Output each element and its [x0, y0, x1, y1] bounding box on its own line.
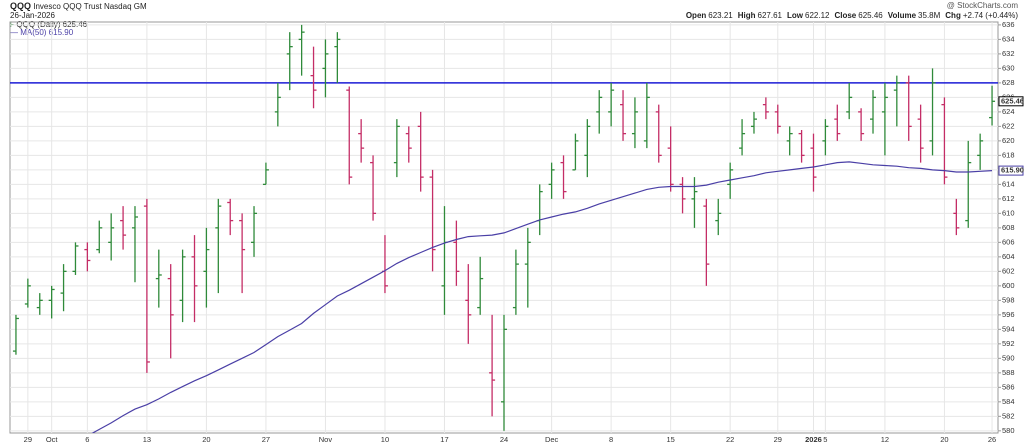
- x-tick-label: Nov: [319, 435, 333, 444]
- y-tick-label: 630: [1002, 63, 1015, 72]
- y-tick-label: 604: [1002, 252, 1015, 261]
- y-tick-label: 588: [1002, 368, 1015, 377]
- stat: Chg +2.74 (+0.44%): [945, 11, 1018, 20]
- y-tick-label: 586: [1002, 382, 1015, 391]
- stat-value: 35.8M: [918, 11, 941, 20]
- y-tick-label: 606: [1002, 237, 1015, 246]
- y-tick-label: 634: [1002, 34, 1015, 43]
- price-tag-box: [998, 96, 1024, 107]
- x-tick-label: 20: [202, 435, 210, 444]
- price-tag-box: [998, 165, 1024, 176]
- y-tick-label: 592: [1002, 339, 1015, 348]
- y-tick-label: 610: [1002, 208, 1015, 217]
- stat: Close 625.46: [834, 11, 882, 20]
- symbol: QQQ: [10, 1, 32, 11]
- stat-value: 627.61: [757, 11, 782, 20]
- x-tick-label: 22: [726, 435, 734, 444]
- stat: Low 622.12: [787, 11, 829, 20]
- stats: Open 623.21 High 627.61 Low 622.12 Close 625.46…: [681, 11, 1018, 20]
- x-tick-label: Dec: [545, 435, 559, 444]
- x-tick-label: 17: [440, 435, 448, 444]
- y-tick-label: 628: [1002, 78, 1015, 87]
- x-tick-label: 12: [881, 435, 889, 444]
- stat-label: High: [737, 11, 756, 20]
- x-tick-label: 13: [143, 435, 151, 444]
- x-tick-label: Oct: [46, 435, 59, 444]
- x-tick-label: 8: [609, 435, 613, 444]
- stat-value: 622.12: [805, 11, 830, 20]
- legend-entry: MA(50) 615.90: [20, 28, 74, 37]
- y-tick-label: 618: [1002, 150, 1015, 159]
- date: 26-Jan-2026: [10, 11, 55, 20]
- y-tick-label: 600: [1002, 281, 1015, 290]
- stat-label: Close: [834, 11, 857, 20]
- y-tick-label: 598: [1002, 295, 1015, 304]
- stat-label: Low: [787, 11, 803, 20]
- y-tick-label: 594: [1002, 324, 1015, 333]
- security-name: Invesco QQQ Trust Nasdaq GM: [33, 2, 147, 11]
- ma-line: [91, 161, 993, 433]
- y-tick-label: 580: [1002, 426, 1015, 435]
- stat-label: Open: [685, 11, 707, 20]
- title-row: QQQ Invesco QQQ Trust Nasdaq GM: [10, 1, 147, 11]
- stat: Open 623.21: [686, 11, 733, 20]
- source: @ StockCharts.com: [946, 1, 1018, 10]
- x-tick-label: 27: [262, 435, 270, 444]
- y-tick-label: 614: [1002, 179, 1015, 188]
- x-tick-label: 5: [823, 435, 827, 444]
- y-tick-label: 612: [1002, 194, 1015, 203]
- x-tick-label: 6: [85, 435, 89, 444]
- x-tick-label: 29: [24, 435, 32, 444]
- y-tick-label: 584: [1002, 397, 1015, 406]
- y-tick-label: 602: [1002, 266, 1015, 275]
- y-tick-label: 636: [1002, 20, 1015, 29]
- price-tag-label: 615.90: [1001, 166, 1024, 175]
- x-tick-label: 26: [988, 435, 996, 444]
- price-tag-label: 625.46: [1001, 96, 1024, 105]
- y-tick-label: 632: [1002, 49, 1015, 58]
- x-tick-label: 15: [666, 435, 674, 444]
- x-tick-label: 10: [381, 435, 389, 444]
- y-tick-label: 582: [1002, 411, 1015, 420]
- legend-ma: — MA(50) 615.90: [10, 28, 74, 37]
- x-tick-label: 2026: [805, 435, 822, 444]
- x-tick-label: 29: [774, 435, 782, 444]
- stat-value: 625.46: [858, 11, 883, 20]
- y-tick-label: 608: [1002, 223, 1015, 232]
- y-tick-label: 622: [1002, 121, 1015, 130]
- stat-label: Volume: [887, 11, 917, 20]
- y-tick-label: 620: [1002, 136, 1015, 145]
- stat-value: 623.21: [708, 11, 733, 20]
- x-tick-label: 24: [500, 435, 508, 444]
- y-tick-label: 624: [1002, 107, 1015, 116]
- y-tick-label: 590: [1002, 353, 1015, 362]
- stat-label: Chg: [945, 11, 961, 20]
- stat: High 627.61: [738, 11, 782, 20]
- stat: Volume 35.8M: [888, 11, 941, 20]
- y-tick-label: 596: [1002, 310, 1015, 319]
- x-tick-label: 20: [940, 435, 948, 444]
- stat-value: +2.74 (+0.44%): [962, 11, 1018, 20]
